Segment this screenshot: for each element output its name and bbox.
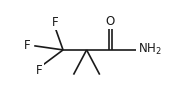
Text: O: O <box>106 15 115 28</box>
Text: F: F <box>36 64 43 77</box>
Text: F: F <box>24 39 31 52</box>
Text: NH$_2$: NH$_2$ <box>138 42 162 57</box>
Text: F: F <box>52 16 58 29</box>
